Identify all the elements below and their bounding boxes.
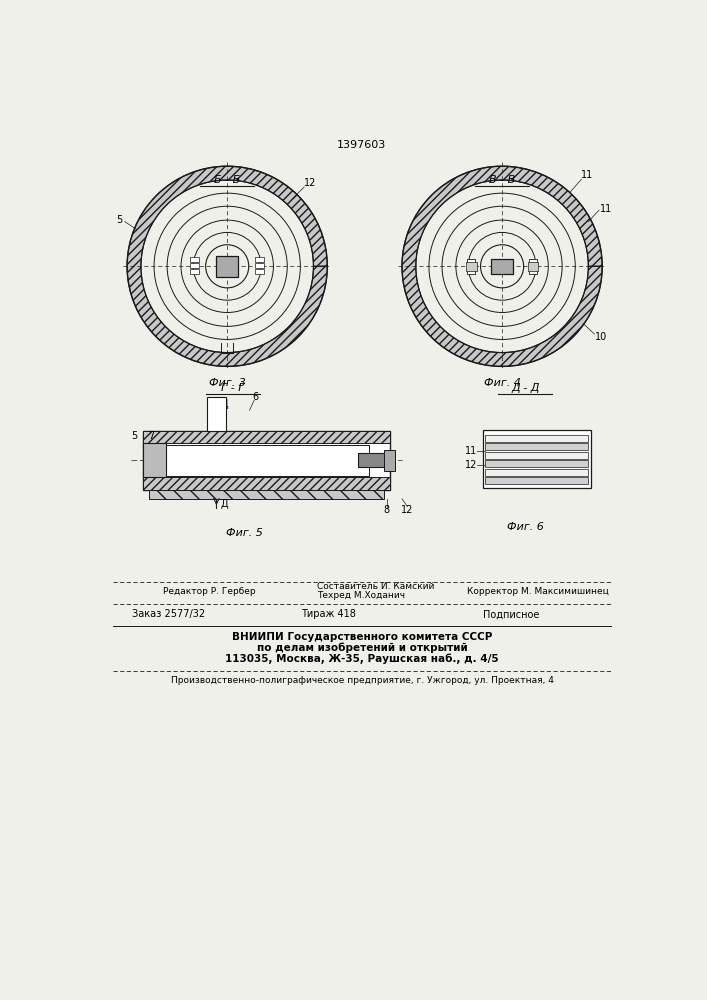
Bar (485, 435, 588, 442)
Text: 113035, Москва, Ж-35, Раушская наб., д. 4/5: 113035, Москва, Ж-35, Раушская наб., д. … (225, 654, 498, 664)
Text: Тираж 418: Тираж 418 (301, 609, 356, 619)
Text: Б - Б: Б - Б (214, 175, 240, 185)
Bar (255, 269, 264, 274)
Bar (255, 263, 264, 268)
Bar (143, 443, 165, 477)
Bar (148, 490, 385, 499)
Bar (485, 452, 588, 459)
Text: Фиг. 6: Фиг. 6 (507, 522, 544, 532)
Bar (485, 477, 588, 484)
Text: Корректор М. Максимишинец: Корректор М. Максимишинец (467, 587, 609, 596)
Bar (143, 477, 390, 490)
Text: 11: 11 (465, 446, 477, 456)
Text: Д: Д (221, 499, 228, 509)
Text: 12: 12 (304, 178, 317, 188)
Bar (485, 460, 588, 467)
Text: по делам изобретений и открытий: по делам изобретений и открытий (257, 643, 467, 653)
Text: 5: 5 (116, 215, 122, 225)
Bar (358, 453, 395, 467)
Text: Подписное: Подписное (483, 609, 539, 619)
Text: Фиг. 4: Фиг. 4 (484, 378, 520, 388)
Text: 1397603: 1397603 (337, 140, 387, 150)
Text: 7: 7 (148, 431, 155, 441)
Bar (255, 257, 264, 262)
Bar (143, 431, 390, 443)
Text: 5: 5 (132, 431, 138, 441)
Text: 6: 6 (252, 392, 259, 402)
Bar (483, 430, 590, 488)
Text: Заказ 2577/32: Заказ 2577/32 (132, 609, 206, 619)
Text: 8: 8 (383, 505, 390, 515)
Bar (485, 443, 588, 450)
Bar (466, 262, 477, 271)
Text: Производственно-полиграфическое предприятие, г. Ужгород, ул. Проектная, 4: Производственно-полиграфическое предприя… (170, 676, 554, 685)
Bar (207, 397, 226, 431)
Text: Техред М.Ходанич: Техред М.Ходанич (317, 591, 405, 600)
Bar (529, 259, 537, 274)
Bar (385, 450, 395, 471)
Text: 10: 10 (595, 332, 607, 342)
Text: 12: 12 (401, 505, 414, 515)
Polygon shape (402, 166, 602, 366)
Bar (491, 259, 513, 274)
Text: 11: 11 (600, 204, 612, 214)
Text: Д - Д: Д - Д (511, 383, 539, 393)
Text: Г - Г: Г - Г (221, 383, 245, 393)
Text: ВНИИПИ Государственного комитета СССР: ВНИИПИ Государственного комитета СССР (232, 632, 492, 642)
Text: Составитель И. Камский: Составитель И. Камский (317, 582, 435, 591)
Text: Редактор Р. Гербер: Редактор Р. Гербер (163, 587, 256, 596)
Text: Фиг. 5: Фиг. 5 (226, 528, 262, 538)
Bar (216, 256, 238, 277)
Text: В - В: В - В (489, 175, 515, 185)
Text: Д: Д (221, 399, 228, 409)
Bar (190, 257, 199, 262)
Text: 11: 11 (580, 170, 593, 180)
Bar (164, 445, 369, 476)
Polygon shape (127, 166, 327, 366)
Text: 12: 12 (465, 460, 477, 470)
Bar (190, 263, 199, 268)
Bar (467, 259, 475, 274)
Bar (143, 431, 390, 490)
Bar (190, 269, 199, 274)
Bar (485, 469, 588, 476)
Text: Фиг. 3: Фиг. 3 (209, 378, 245, 388)
Bar (209, 400, 223, 429)
Bar (527, 262, 538, 271)
